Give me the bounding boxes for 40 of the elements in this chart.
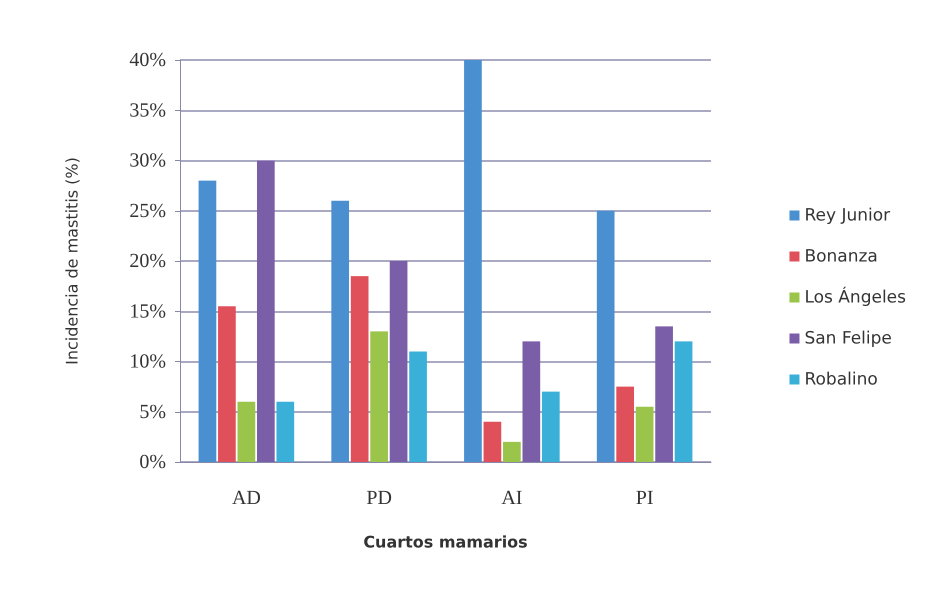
x-tick-label: AD xyxy=(232,487,261,509)
bar xyxy=(596,210,615,462)
bar xyxy=(674,341,692,462)
y-tick-label: 5% xyxy=(139,400,166,423)
bar xyxy=(276,402,294,462)
bar xyxy=(390,261,408,462)
y-tick-label: 15% xyxy=(129,300,166,322)
y-tick-label: 20% xyxy=(129,250,166,272)
bar xyxy=(503,442,521,462)
bar xyxy=(238,402,256,462)
y-tick-label: 40% xyxy=(129,49,166,71)
legend-label: Bonanza xyxy=(804,246,878,266)
y-axis-title: Incidencia de mastitis (%) xyxy=(62,157,82,365)
bar xyxy=(218,306,236,462)
bar xyxy=(350,276,369,462)
bar xyxy=(542,392,560,462)
x-tick-label: PD xyxy=(366,487,392,509)
legend-label: Robalino xyxy=(804,370,878,390)
y-tick-label: 25% xyxy=(129,200,166,222)
bar xyxy=(636,406,654,462)
x-axis-title: Cuartos mamarios xyxy=(363,532,528,552)
y-tick-label: 10% xyxy=(129,350,166,372)
bar xyxy=(616,386,634,462)
bar xyxy=(198,180,216,462)
bar xyxy=(256,160,275,462)
bar xyxy=(370,331,388,462)
bar xyxy=(409,351,427,462)
x-tick-label: AI xyxy=(501,487,522,509)
bar xyxy=(484,422,502,462)
y-tick-label: 0% xyxy=(139,451,166,473)
bar xyxy=(464,60,482,462)
y-tick-label: 30% xyxy=(129,150,166,172)
legend-label: Los Ángeles xyxy=(804,286,906,308)
x-tick-label: PI xyxy=(636,487,654,509)
bar xyxy=(522,341,540,462)
bar xyxy=(655,326,673,462)
bar xyxy=(331,200,350,462)
y-tick-label: 35% xyxy=(129,99,166,122)
legend-label: Rey Junior xyxy=(804,206,890,226)
legend-label: San Felipe xyxy=(804,328,892,348)
